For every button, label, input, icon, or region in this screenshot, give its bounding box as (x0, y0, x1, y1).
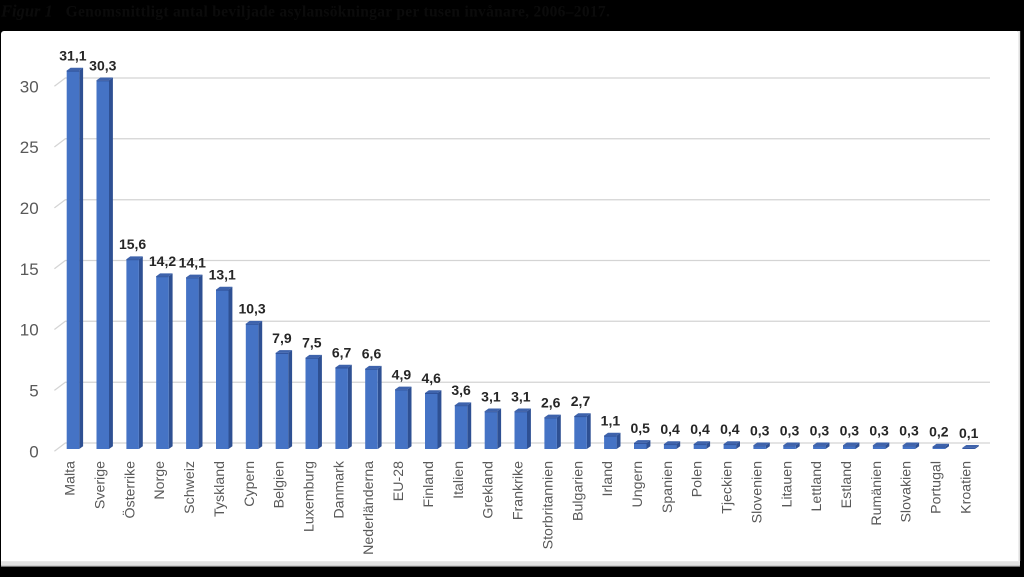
svg-text:0,3: 0,3 (899, 422, 919, 438)
svg-text:0,3: 0,3 (780, 422, 800, 438)
svg-text:30,3: 30,3 (89, 57, 116, 73)
svg-text:7,5: 7,5 (302, 335, 322, 351)
svg-text:Norge: Norge (152, 461, 168, 500)
svg-text:4,9: 4,9 (392, 366, 412, 382)
svg-text:7,9: 7,9 (272, 330, 292, 346)
svg-text:0,2: 0,2 (929, 424, 949, 440)
svg-text:0: 0 (29, 442, 38, 461)
svg-text:EU-28: EU-28 (391, 461, 407, 501)
svg-text:0,3: 0,3 (810, 422, 830, 438)
svg-text:Nederländerna: Nederländerna (361, 461, 377, 555)
svg-text:Slovakien: Slovakien (899, 461, 915, 523)
svg-text:Polen: Polen (690, 461, 706, 497)
svg-text:Luxemburg: Luxemburg (302, 461, 318, 532)
svg-text:25: 25 (20, 138, 39, 157)
svg-text:2,6: 2,6 (541, 394, 561, 410)
svg-text:3,6: 3,6 (451, 382, 471, 398)
svg-text:0,3: 0,3 (869, 422, 889, 438)
svg-text:0,4: 0,4 (720, 421, 740, 437)
svg-text:Slovenien: Slovenien (749, 461, 765, 523)
svg-text:0,4: 0,4 (690, 421, 710, 437)
svg-text:0,5: 0,5 (630, 420, 650, 436)
svg-text:31,1: 31,1 (59, 48, 86, 64)
svg-text:Belgien: Belgien (272, 461, 288, 508)
svg-text:Spanien: Spanien (660, 461, 676, 513)
svg-text:Danmark: Danmark (331, 460, 347, 518)
svg-text:0,3: 0,3 (840, 422, 860, 438)
svg-text:3,1: 3,1 (511, 388, 531, 404)
svg-text:Tyskland: Tyskland (212, 461, 228, 517)
svg-text:Tjeckien: Tjeckien (720, 461, 736, 514)
svg-text:15,6: 15,6 (119, 236, 146, 252)
svg-text:Malta: Malta (63, 461, 79, 496)
svg-text:0,3: 0,3 (750, 422, 770, 438)
svg-text:10,3: 10,3 (238, 301, 265, 317)
svg-text:Storbritannien: Storbritannien (540, 461, 556, 549)
svg-text:Finland: Finland (421, 461, 437, 508)
svg-text:3,1: 3,1 (481, 388, 501, 404)
svg-text:Cypern: Cypern (242, 461, 258, 507)
svg-text:2,7: 2,7 (571, 393, 591, 409)
svg-text:Bulgarien: Bulgarien (570, 461, 586, 521)
svg-text:10: 10 (20, 321, 39, 340)
svg-text:30: 30 (20, 77, 39, 96)
svg-text:Litauen: Litauen (779, 461, 795, 508)
svg-text:14,2: 14,2 (149, 253, 176, 269)
svg-text:4,6: 4,6 (421, 370, 441, 386)
svg-text:1,1: 1,1 (601, 413, 621, 429)
svg-text:13,1: 13,1 (209, 267, 236, 283)
svg-text:Schweiz: Schweiz (182, 461, 198, 514)
svg-text:Rumänien: Rumänien (869, 461, 885, 526)
svg-text:Figur 1: Figur 1 (0, 2, 53, 21)
svg-text:5: 5 (29, 382, 38, 401)
svg-text:Lettland: Lettland (809, 461, 825, 512)
svg-text:Frankrike: Frankrike (511, 461, 527, 520)
svg-text:6,7: 6,7 (332, 345, 352, 361)
svg-text:Kroatien: Kroatien (958, 461, 974, 514)
svg-text:Italien: Italien (451, 461, 467, 499)
svg-text:Portugal: Portugal (929, 461, 945, 514)
svg-text:Sverige: Sverige (93, 461, 109, 509)
svg-text:Estland: Estland (839, 461, 855, 508)
svg-text:Österrike: Österrike (120, 461, 138, 519)
svg-text:14,1: 14,1 (179, 254, 206, 270)
svg-text:Irland: Irland (600, 461, 616, 497)
svg-text:0,4: 0,4 (660, 421, 680, 437)
svg-text:6,6: 6,6 (362, 346, 382, 362)
svg-text:0,1: 0,1 (959, 425, 979, 441)
svg-text:Grekland: Grekland (481, 461, 497, 519)
svg-text:15: 15 (20, 260, 39, 279)
svg-text:Genomsnittligt antal beviljade: Genomsnittligt antal beviljade asylansök… (66, 4, 611, 21)
svg-text:20: 20 (20, 199, 39, 218)
svg-text:Ungern: Ungern (630, 461, 646, 508)
